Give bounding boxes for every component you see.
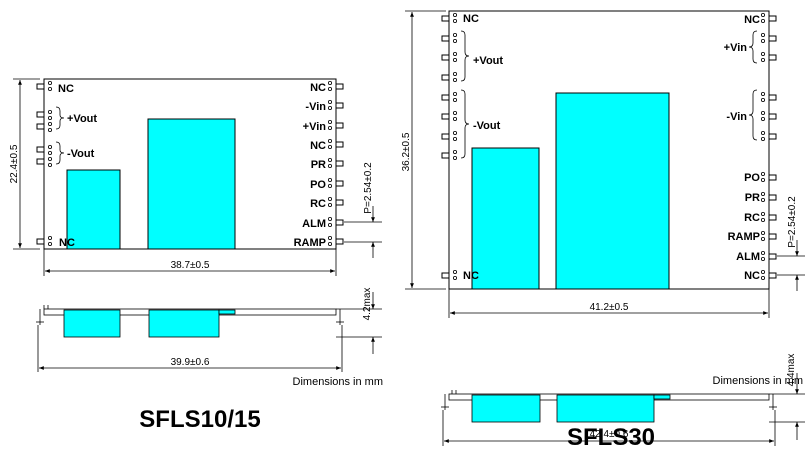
sfls30-pitch-dimension [777, 240, 805, 291]
sfls30-component-small [471, 147, 540, 290]
sfls10-pin-label: RC [310, 198, 326, 210]
sfls30-vout-plus-brace [460, 30, 470, 82]
sfls30-pin-label: -Vout [473, 120, 501, 132]
sfls10-pin-label: -Vin [305, 101, 326, 113]
sfls10-height-dimension [13, 78, 40, 250]
sfls30-component-large [555, 92, 670, 290]
sfls30-pin-label: NC [744, 270, 760, 282]
sfls30-side-width-label: 42.4±0.6 [590, 429, 629, 440]
sfls30-title: SFLS30 [567, 424, 655, 451]
sfls10-pin-label: PO [310, 179, 326, 191]
sfls30-side-width-dimension [442, 410, 776, 446]
sfls30-pitch-label: P=2.54±0.2 [787, 196, 798, 248]
sfls30-pin-label: PO [744, 172, 760, 184]
sfls10-pin-label: +Vout [67, 113, 97, 125]
sfls10-max-height-label: 4.2max [362, 288, 373, 321]
sfls10-height-label: 22.4±0.5 [9, 144, 20, 183]
sfls30-pin-label: NC [744, 14, 760, 26]
sfls10-max-height-dimension [336, 292, 382, 354]
sfls10-width-label: 38.7±0.5 [171, 260, 210, 271]
sfls30-pin-label: NC [463, 270, 479, 282]
sfls30-pin-label: PR [745, 192, 760, 204]
sfls30-side-view [441, 390, 777, 423]
sfls10-width-dimension [43, 249, 337, 276]
sfls30-vin-plus-brace [748, 30, 758, 64]
sfls30-pin-label: +Vin [724, 42, 748, 54]
sfls30-max-height-dimension [769, 373, 805, 440]
sfls30-height-dimension [405, 10, 446, 290]
sfls30-vin-minus-brace [748, 89, 758, 141]
sfls10-pin-label: NC [310, 82, 326, 94]
sfls10-side-view [36, 305, 344, 338]
sfls30-right-pins [768, 15, 777, 279]
sfls10-pin-label: NC [59, 237, 75, 249]
sfls30-left-pad-dots [452, 12, 457, 280]
sfls30-pin-label: +Vout [473, 55, 503, 67]
sfls10-left-pins [36, 83, 45, 245]
sfls10-module: NC +Vout -Vout NC NC -Vin [9, 78, 383, 433]
sfls10-pin-label: PR [311, 159, 326, 171]
sfls30-pin-label: NC [463, 13, 479, 25]
sfls10-pin-label: NC [310, 140, 326, 152]
sfls10-pin-label: ALM [302, 218, 326, 230]
sfls30-units-note: Dimensions in mm [713, 375, 803, 387]
sfls30-pin-label: -Vin [726, 111, 747, 123]
sfls30-max-height-label: 4.4max [786, 354, 797, 387]
sfls30-width-dimension [448, 289, 770, 318]
sfls10-side-width-dimension [37, 325, 343, 372]
sfls30-pin-label: RC [744, 212, 760, 224]
sfls30-height-label: 36.2±0.5 [401, 132, 412, 171]
sfls10-pin-label: +Vin [303, 121, 327, 133]
sfls30-pin-label: ALM [736, 251, 760, 263]
sfls30-vout-minus-brace [460, 89, 470, 159]
sfls30-left-pins [441, 15, 450, 279]
sfls30-pin-label: RAMP [728, 231, 760, 243]
sfls10-vout-plus-brace [55, 106, 65, 130]
sfls10-pitch-dimension [344, 206, 382, 258]
sfls30-module: NC +Vout -Vout NC [401, 10, 805, 451]
sfls10-right-pins [335, 83, 344, 245]
sfls10-vout-minus-brace [55, 141, 65, 165]
sfls10-side-width-label: 39.9±0.6 [171, 357, 210, 368]
sfls10-pin-label: RAMP [294, 237, 326, 249]
sfls10-left-pad-dots [48, 81, 53, 246]
sfls10-right-pad-dots [327, 81, 332, 246]
sfls30-width-label: 41.2±0.5 [590, 302, 629, 313]
sfls10-pin-label: -Vout [67, 148, 95, 160]
sfls10-units-note: Dimensions in mm [293, 376, 383, 388]
sfls10-title: SFLS10/15 [139, 406, 260, 433]
sfls10-pitch-label: P=2.54±0.2 [363, 162, 374, 214]
sfls10-component-small [66, 169, 121, 250]
sfls10-component-large [147, 118, 236, 250]
sfls30-right-pad-dots [761, 12, 766, 280]
sfls10-pin-label: NC [58, 83, 74, 95]
